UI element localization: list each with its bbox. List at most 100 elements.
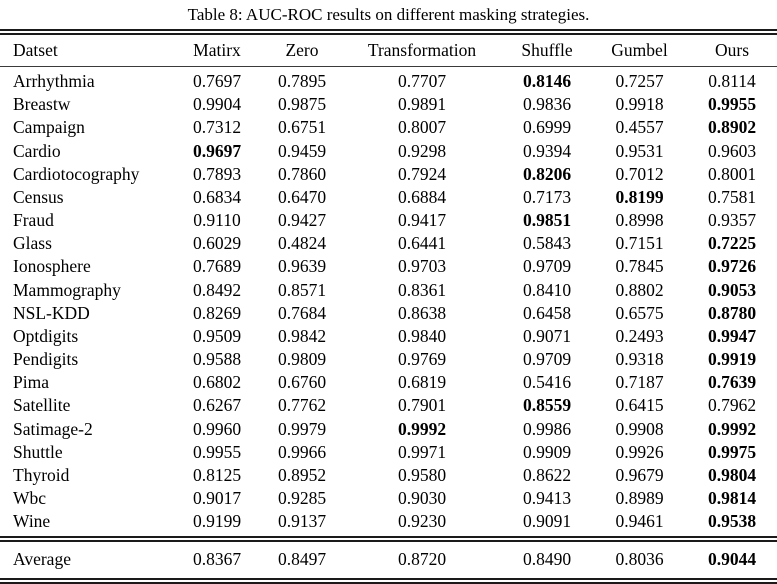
value-cell: 0.6267 (192, 395, 242, 416)
value-cell: 0.9919 (707, 349, 757, 370)
table-caption: Table 8: AUC-ROC results on different ma… (187, 5, 590, 24)
value-cell: 0.9709 (522, 256, 572, 277)
table-row: Glass 0.6029 0.4824 0.6441 0.5843 0.7151 0.722… (0, 232, 777, 255)
value-cell: 0.8490 (502, 536, 592, 581)
value-cell: 0.9971 (397, 441, 447, 462)
value-cell: 0.7924 (397, 163, 447, 184)
value-cell: 0.7845 (615, 256, 664, 277)
value-cell: 0.5843 (522, 233, 572, 254)
value-cell: 0.9836 (522, 94, 572, 115)
value-cell: 0.9199 (192, 511, 242, 532)
value-cell: 0.8206 (522, 163, 572, 184)
dataset-name-cell: Shuttle (13, 441, 63, 462)
value-cell: 0.9986 (522, 418, 572, 439)
value-cell: 0.7012 (615, 163, 664, 184)
table-row: Thyroid 0.8125 0.8952 0.9580 0.8622 0.9679 0.9… (0, 464, 777, 487)
table-row: NSL-KDD 0.8269 0.7684 0.8638 0.6458 0.6575 0.8… (0, 302, 777, 325)
table-row: Breastw 0.9904 0.9875 0.9891 0.9836 0.9918 0.9… (0, 93, 777, 116)
value-cell: 0.6415 (615, 395, 664, 416)
value-cell: 0.9904 (192, 94, 242, 115)
value-cell: 0.9044 (687, 536, 777, 581)
column-header: Zero (262, 32, 342, 67)
column-header: Ours (687, 32, 777, 67)
value-cell: 0.9394 (522, 140, 572, 161)
value-cell: 0.7312 (192, 117, 242, 138)
dataset-name-cell: Census (13, 186, 64, 207)
table-row: Campaign 0.7312 0.6751 0.8007 0.6999 0.4557 0.… (0, 116, 777, 139)
value-cell: 0.9992 (397, 418, 447, 439)
value-cell: 0.9461 (615, 511, 664, 532)
value-cell: 0.8361 (397, 279, 447, 300)
value-cell: 0.9417 (397, 210, 447, 231)
value-cell: 0.8571 (277, 279, 327, 300)
dataset-name-cell: Wbc (13, 488, 47, 509)
value-cell: 0.7901 (397, 395, 447, 416)
column-header: Gumbel (592, 32, 687, 67)
table-row: Satellite 0.6267 0.7762 0.7901 0.8559 0.6415 0… (0, 394, 777, 417)
value-cell: 0.9427 (277, 210, 327, 231)
value-cell: 0.9840 (397, 325, 447, 346)
value-cell: 0.8146 (522, 71, 572, 91)
value-cell: 0.6441 (397, 233, 447, 254)
table-row: Optdigits 0.9509 0.9842 0.9840 0.9071 0.2493 0… (0, 325, 777, 348)
value-cell: 0.7187 (615, 372, 664, 393)
dataset-name-cell: NSL-KDD (13, 302, 90, 323)
value-cell: 0.9992 (707, 418, 757, 439)
value-cell: 0.8638 (397, 302, 447, 323)
value-cell: 0.7697 (192, 71, 242, 91)
value-cell: 0.9769 (397, 349, 447, 370)
table-row: Fraud 0.9110 0.9427 0.9417 0.9851 0.8998 0.935… (0, 209, 777, 232)
value-cell: 0.8007 (397, 117, 447, 138)
value-cell: 0.8902 (707, 117, 757, 138)
value-cell: 0.9588 (192, 349, 242, 370)
value-cell: 0.6751 (277, 117, 327, 138)
value-cell: 0.7860 (277, 163, 327, 184)
value-cell: 0.9918 (615, 94, 664, 115)
value-cell: 0.9908 (615, 418, 664, 439)
table-row: Ionosphere 0.7689 0.9639 0.9703 0.9709 0.7845… (0, 255, 777, 278)
value-cell: 0.7173 (522, 186, 572, 207)
column-header: Transformation (342, 32, 502, 67)
value-cell: 0.9137 (277, 511, 327, 532)
value-cell: 0.9955 (192, 441, 242, 462)
value-cell: 0.9909 (522, 441, 572, 462)
dataset-name-cell: Cardio (13, 140, 61, 161)
value-cell: 0.8410 (522, 279, 572, 300)
value-cell: 0.7707 (397, 71, 447, 91)
table-row: Cardio 0.9697 0.9459 0.9298 0.9394 0.9531 0.96… (0, 140, 777, 163)
value-cell: 0.9966 (277, 441, 327, 462)
paper-page: Table 8: AUC-ROC results on different ma… (0, 5, 777, 584)
table-row: Pendigits 0.9588 0.9809 0.9769 0.9709 0.9318 0… (0, 348, 777, 371)
value-cell: 0.8622 (522, 464, 572, 485)
value-cell: 0.7639 (707, 372, 757, 393)
value-cell: 0.9975 (707, 441, 757, 462)
table-row: Satimage-2 0.9960 0.9979 0.9992 0.9986 0.9908… (0, 418, 777, 441)
value-cell: 0.9318 (615, 349, 664, 370)
value-cell: 0.8125 (192, 464, 242, 485)
value-cell: 0.9814 (707, 488, 757, 509)
value-cell: 0.9842 (277, 325, 327, 346)
value-cell: 0.8780 (707, 302, 757, 323)
value-cell: 0.8114 (708, 71, 756, 91)
table-row: Arrhythmia 0.7697 0.7895 0.7707 0.8146 0.7257… (0, 67, 777, 94)
value-cell: 0.8036 (592, 536, 687, 581)
value-cell: 0.8199 (615, 186, 664, 207)
value-cell: 0.9030 (397, 488, 447, 509)
value-cell: 0.6802 (192, 372, 242, 393)
value-cell: 0.9926 (615, 441, 664, 462)
value-cell: 0.9357 (707, 210, 757, 231)
value-cell: 0.9053 (707, 279, 757, 300)
value-cell: 0.9703 (397, 256, 447, 277)
value-cell: 0.6575 (615, 302, 664, 323)
value-cell: 0.6884 (397, 186, 447, 207)
value-cell: 0.6029 (192, 233, 242, 254)
value-cell: 0.9851 (522, 210, 572, 231)
value-cell: 0.8367 (172, 536, 262, 581)
value-cell: 0.9726 (707, 256, 757, 277)
value-cell: 0.7762 (277, 395, 327, 416)
value-cell: 0.9679 (615, 464, 664, 485)
value-cell: 0.9603 (707, 140, 757, 161)
dataset-name-cell: Satimage-2 (13, 418, 93, 439)
value-cell: 0.9091 (522, 511, 572, 532)
value-cell: 0.9709 (522, 349, 572, 370)
